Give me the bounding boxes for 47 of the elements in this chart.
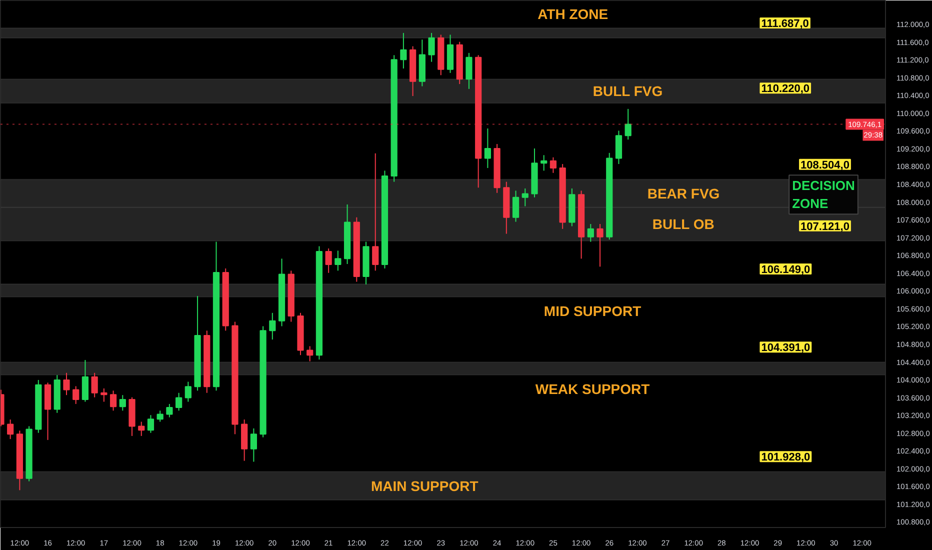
candlestick [334, 250, 342, 272]
candlestick [325, 248, 332, 274]
candlestick [269, 312, 276, 340]
band-label: ATH ZONE [538, 6, 608, 22]
candlestick [596, 224, 604, 268]
band-label: BULL OB [652, 216, 714, 232]
candlestick [587, 224, 594, 242]
candlestick [100, 388, 108, 402]
annotation: 106.149,0 [761, 264, 810, 276]
candlestick [512, 190, 520, 222]
band-label: BEAR FVG [647, 185, 720, 202]
annotation: 107.121,0 [800, 220, 850, 233]
candlestick [400, 32, 407, 69]
annotation: DECISION ZONE [792, 178, 855, 212]
annotation: 101.928,0 [761, 452, 810, 464]
candlestick [166, 403, 173, 418]
candlestick [624, 108, 632, 140]
candlestick [372, 152, 379, 272]
candlestick [428, 32, 435, 62]
candlestick [184, 381, 192, 402]
candlestick [119, 394, 126, 412]
candlestick [176, 392, 182, 412]
annotation: 108.504,0 [800, 159, 850, 172]
candlestick [306, 346, 314, 362]
candlestick [615, 130, 622, 165]
band-label: BULL FVG [592, 83, 663, 100]
candlestick [91, 372, 98, 398]
candlestick [466, 52, 472, 90]
candlestick [110, 390, 117, 412]
band-label: MAIN SUPPORT [370, 478, 479, 494]
annotation: 110.220,0 [761, 83, 810, 96]
band-label: MID SUPPORT [544, 302, 642, 319]
candlestick [72, 386, 80, 404]
candlestick [82, 359, 89, 402]
annotation: 104.391,0 [761, 342, 810, 354]
candlestick [250, 428, 257, 462]
candlestick [63, 372, 70, 396]
candlestick [138, 421, 145, 436]
candlestick [156, 410, 164, 422]
candlestick [147, 414, 154, 434]
candlestick [540, 154, 548, 172]
candlestick [484, 128, 492, 169]
band-label: WEAK SUPPORT [535, 380, 650, 397]
candlestick [550, 156, 557, 174]
candlestick [7, 419, 14, 440]
candlestick [522, 188, 528, 207]
annotation: 111.687,0 [761, 18, 809, 30]
